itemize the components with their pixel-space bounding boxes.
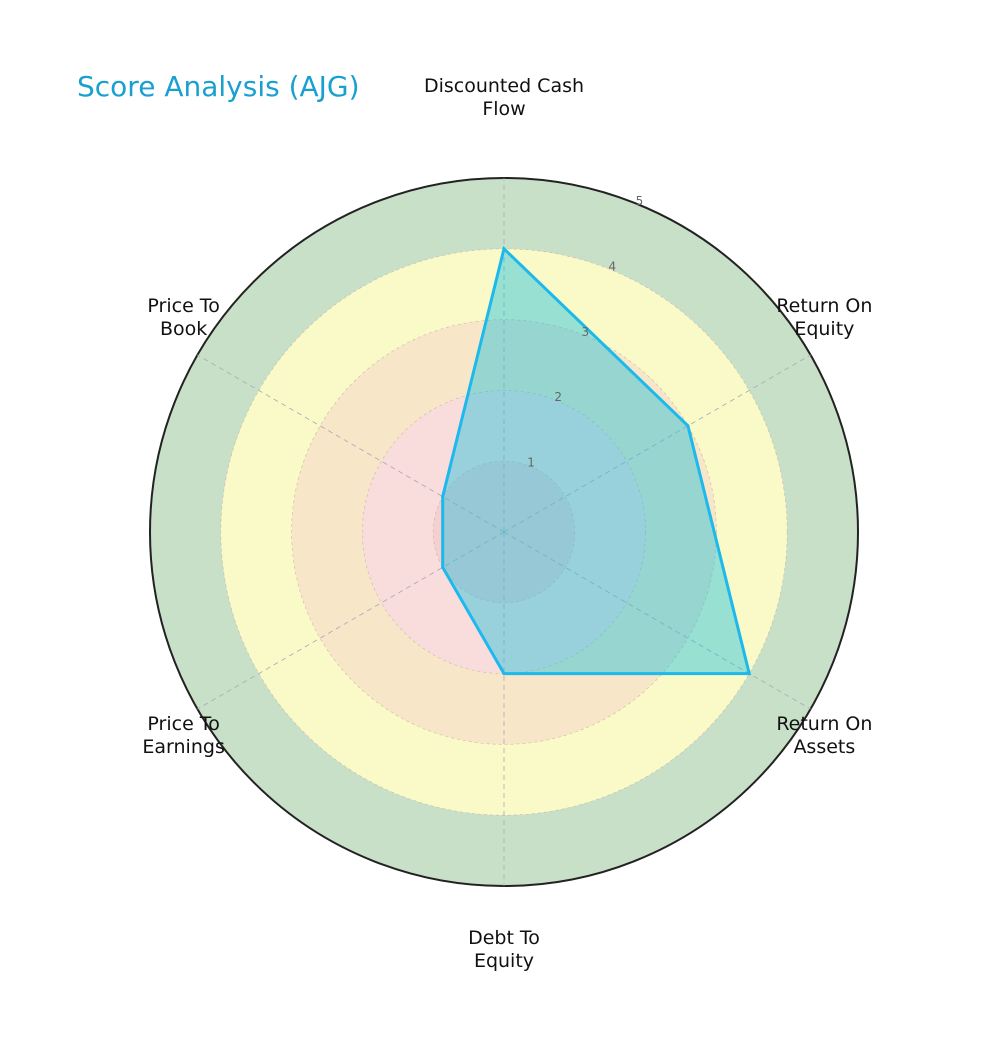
data-point (502, 247, 506, 251)
chart-title: Score Analysis (AJG) (77, 70, 360, 103)
category-label: Price To Book (147, 295, 219, 340)
data-point (747, 672, 751, 676)
spoke-line (197, 531, 505, 710)
r-tick-label: 5 (636, 194, 644, 208)
category-label: Return On Assets (776, 713, 872, 758)
data-point (441, 565, 445, 569)
data-point (686, 424, 690, 428)
r-tick-label: 3 (581, 325, 589, 339)
spoke-line (503, 531, 811, 710)
spoke-line (503, 354, 811, 533)
category-label: Debt To Equity (468, 927, 540, 972)
r-tick-label: 1 (527, 456, 535, 470)
spoke-line (197, 354, 505, 533)
r-tick-label: 4 (609, 259, 617, 273)
data-point (502, 672, 506, 676)
category-label: Price To Earnings (142, 713, 224, 758)
category-label: Return On Equity (776, 295, 872, 340)
category-label: Discounted Cash Flow (424, 75, 584, 120)
r-tick-label: 2 (554, 390, 562, 404)
data-point (441, 495, 445, 499)
